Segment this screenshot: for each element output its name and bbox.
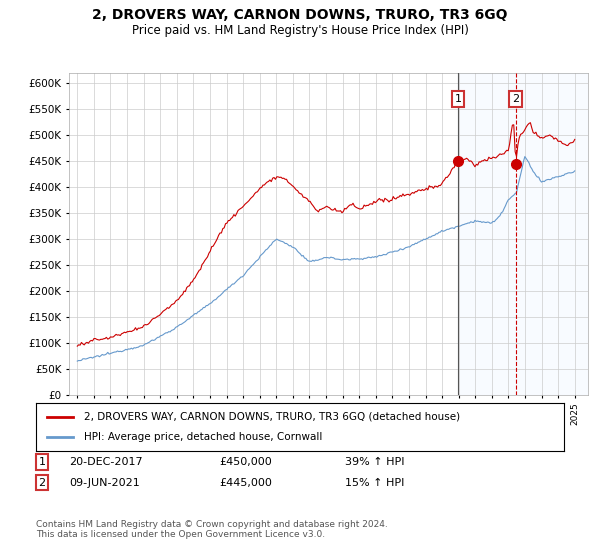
Text: 2: 2 (38, 478, 46, 488)
Text: 2, DROVERS WAY, CARNON DOWNS, TRURO, TR3 6GQ: 2, DROVERS WAY, CARNON DOWNS, TRURO, TR3… (92, 8, 508, 22)
Text: HPI: Average price, detached house, Cornwall: HPI: Average price, detached house, Corn… (83, 432, 322, 442)
Text: 20-DEC-2017: 20-DEC-2017 (69, 457, 143, 467)
Text: 39% ↑ HPI: 39% ↑ HPI (345, 457, 404, 467)
Text: £450,000: £450,000 (219, 457, 272, 467)
Text: 2: 2 (512, 94, 519, 104)
Text: Price paid vs. HM Land Registry's House Price Index (HPI): Price paid vs. HM Land Registry's House … (131, 24, 469, 36)
Text: 1: 1 (455, 94, 461, 104)
Text: 15% ↑ HPI: 15% ↑ HPI (345, 478, 404, 488)
Text: 09-JUN-2021: 09-JUN-2021 (69, 478, 140, 488)
Text: £445,000: £445,000 (219, 478, 272, 488)
Text: 1: 1 (38, 457, 46, 467)
Bar (458, 73, 588, 395)
Text: Contains HM Land Registry data © Crown copyright and database right 2024.
This d: Contains HM Land Registry data © Crown c… (36, 520, 388, 539)
Text: 2, DROVERS WAY, CARNON DOWNS, TRURO, TR3 6GQ (detached house): 2, DROVERS WAY, CARNON DOWNS, TRURO, TR3… (83, 412, 460, 422)
